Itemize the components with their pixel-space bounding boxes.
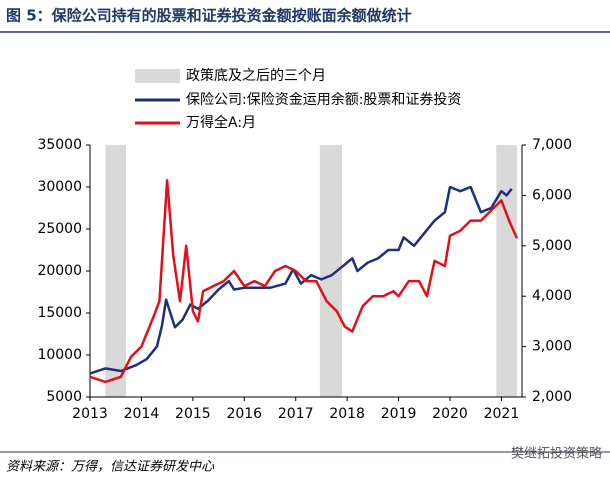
x-tick-label: 2014 bbox=[124, 406, 160, 422]
shaded-period bbox=[319, 145, 342, 397]
legend-label: 保险公司:保险资金运用余额:股票和证券投资 bbox=[186, 91, 461, 108]
series-line bbox=[89, 185, 513, 375]
legend-label: 政策底及之后的三个月 bbox=[186, 67, 326, 84]
y-tick-label: 10000 bbox=[37, 347, 82, 363]
y2-tick-label: 4,000 bbox=[532, 288, 572, 304]
watermark: 樊继拓投资策略 bbox=[511, 446, 602, 462]
x-tick-label: 2020 bbox=[432, 406, 468, 422]
x-tick-label: 2016 bbox=[226, 406, 262, 422]
y-tick-label: 5000 bbox=[46, 389, 82, 405]
series-line bbox=[89, 179, 519, 384]
x-tick-label: 2021 bbox=[484, 406, 520, 422]
y-tick-label: 15000 bbox=[37, 305, 82, 321]
x-tick-label: 2015 bbox=[175, 406, 211, 422]
y2-tick-label: 3,000 bbox=[532, 339, 572, 355]
y-tick-label: 35000 bbox=[37, 137, 82, 153]
y2-tick-label: 7,000 bbox=[532, 137, 572, 153]
y-tick-label: 25000 bbox=[37, 221, 82, 237]
source-note: 资料来源：万得，信达证券研发中心 bbox=[6, 460, 215, 475]
y2-tick-label: 6,000 bbox=[532, 187, 572, 203]
x-tick-label: 2019 bbox=[381, 406, 417, 422]
y2-tick-label: 5,000 bbox=[532, 238, 572, 254]
x-tick-label: 2018 bbox=[329, 406, 365, 422]
y2-tick-label: 2,000 bbox=[532, 389, 572, 405]
x-tick-label: 2013 bbox=[72, 406, 108, 422]
legend-label: 万得全A:月 bbox=[186, 114, 256, 131]
x-tick-label: 2017 bbox=[278, 406, 314, 422]
legend-swatch bbox=[135, 69, 180, 83]
chart-title: 图 5：保险公司持有的股票和证券投资金额按账面余额做统计 bbox=[6, 7, 412, 25]
y-tick-label: 20000 bbox=[37, 263, 82, 279]
shaded-period bbox=[105, 145, 126, 397]
shaded-period bbox=[496, 145, 517, 397]
y-tick-label: 30000 bbox=[37, 179, 82, 195]
